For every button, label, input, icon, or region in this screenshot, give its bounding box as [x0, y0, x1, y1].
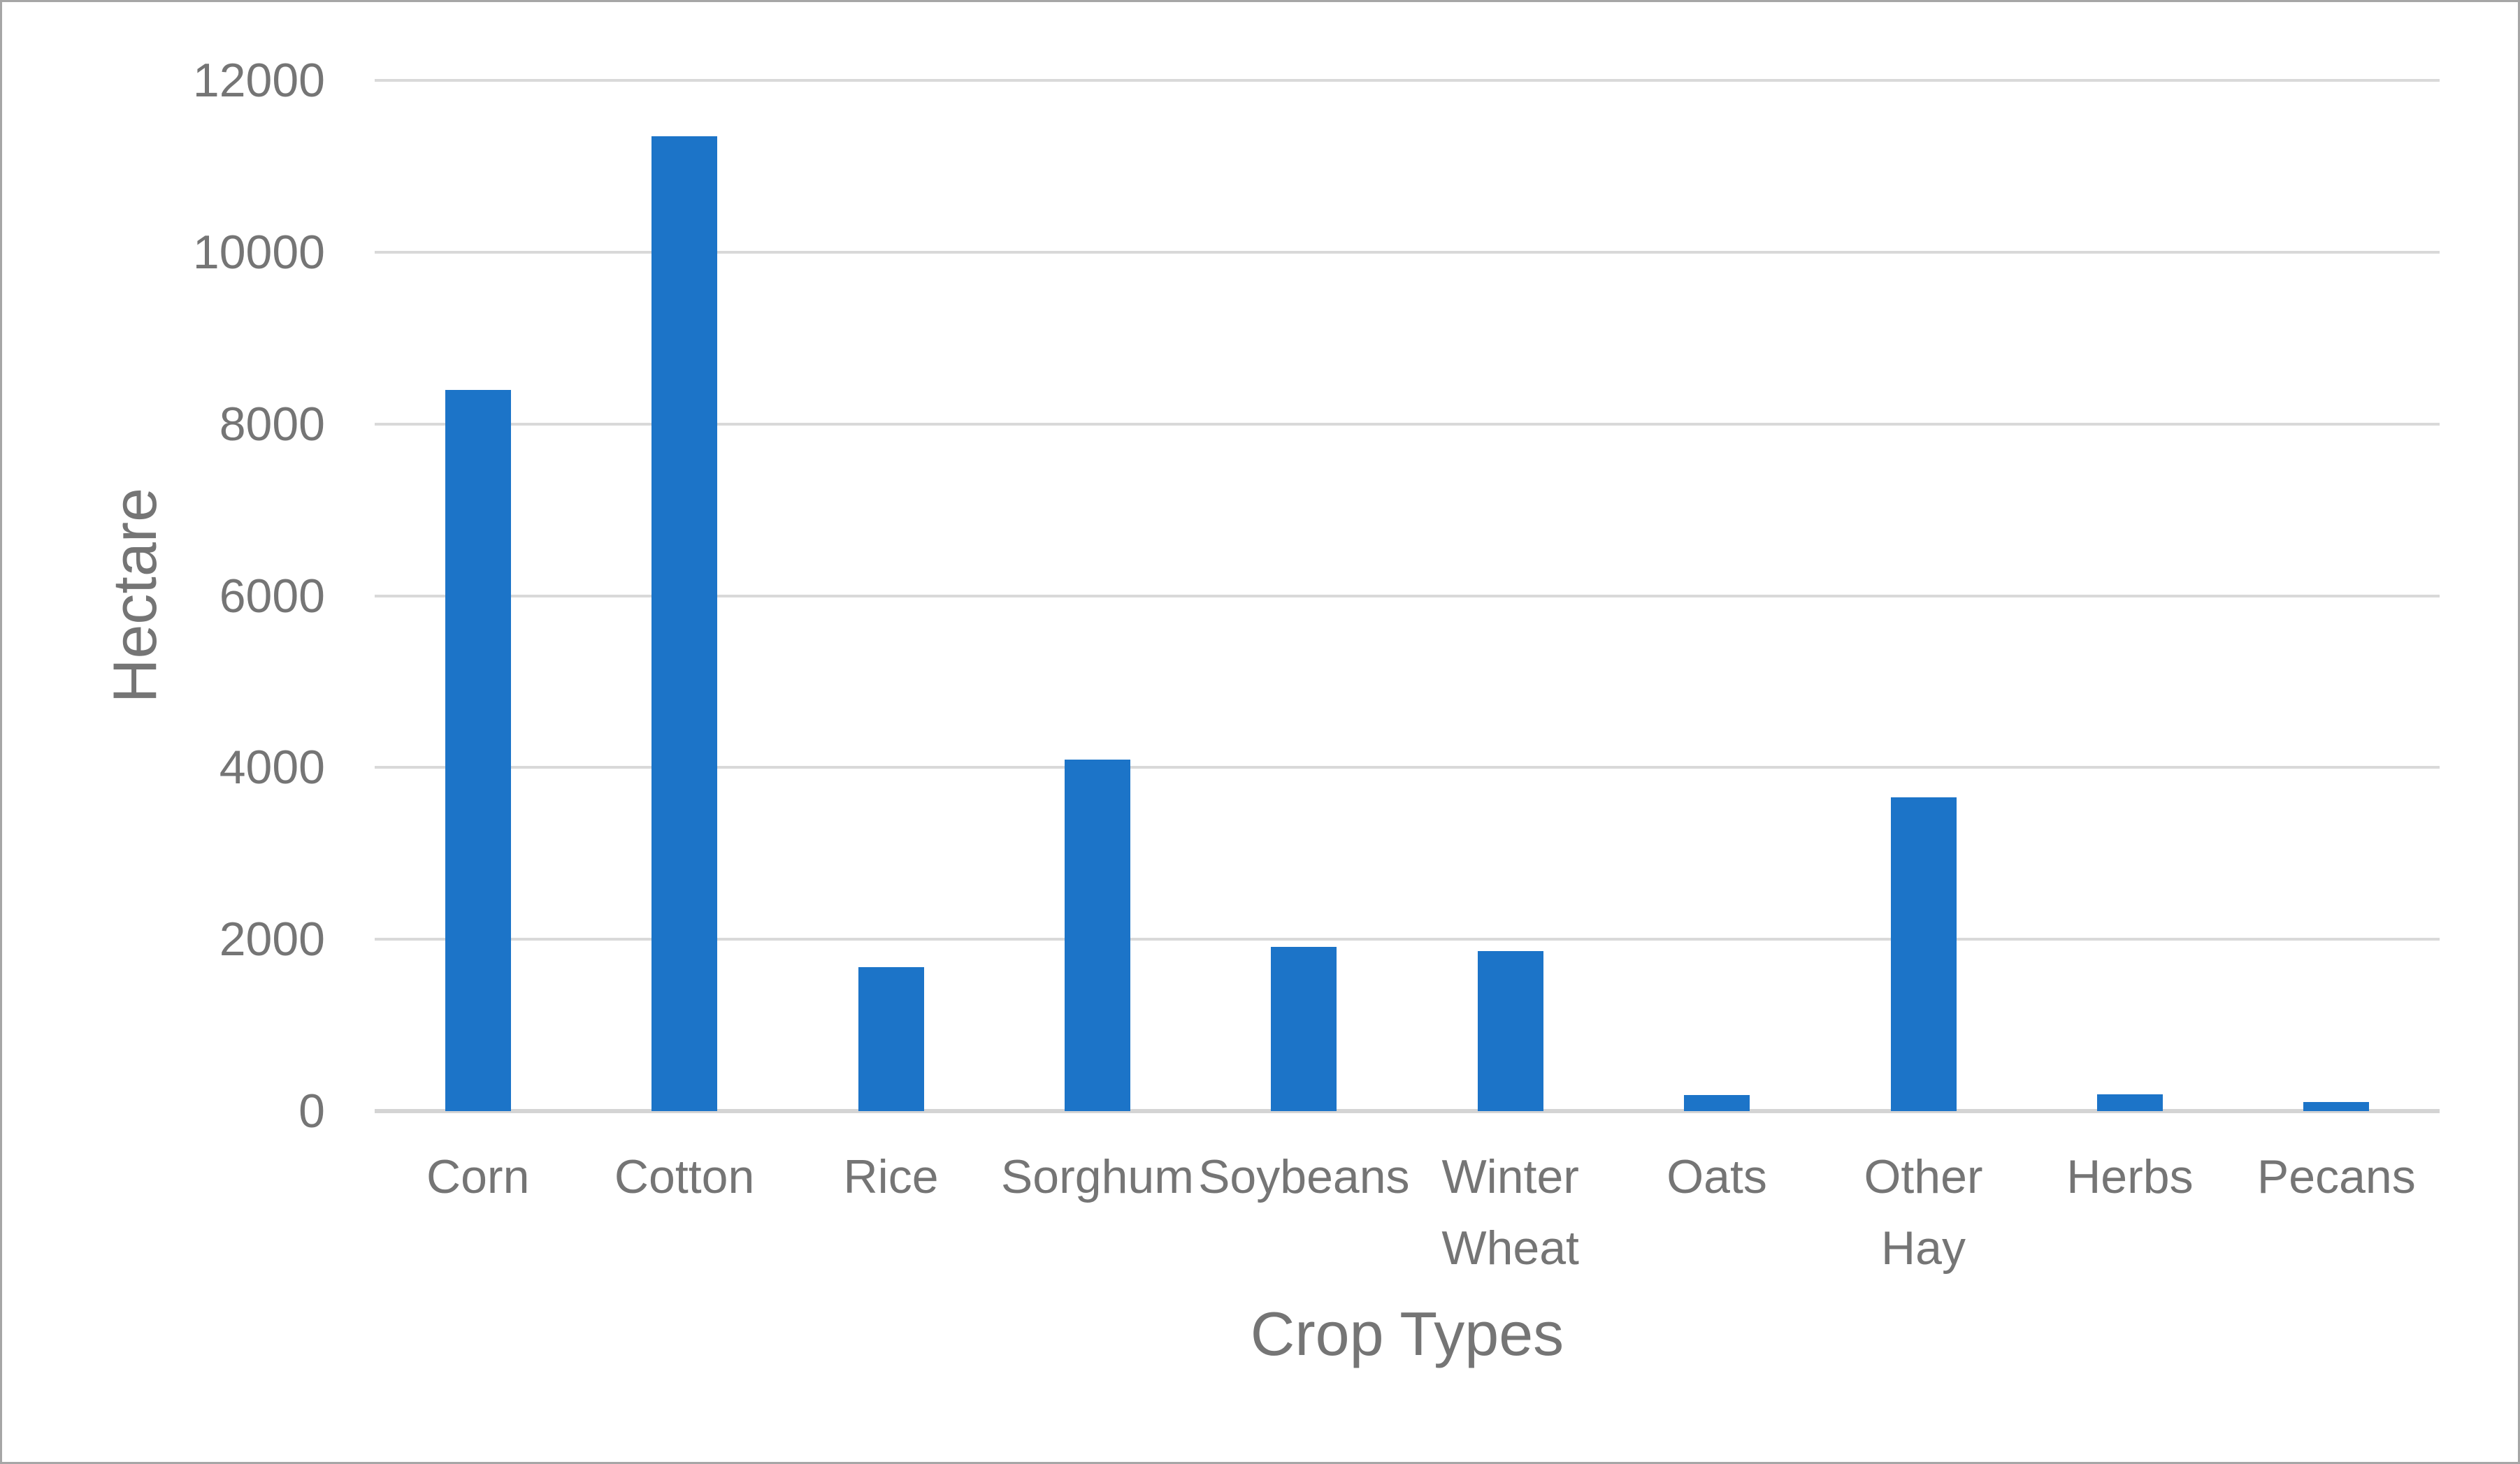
- y-tick-label: 8000: [219, 397, 325, 451]
- category-label: Pecans: [2257, 1141, 2416, 1212]
- x-axis-line: [375, 1109, 2440, 1113]
- category-label: Oats: [1666, 1141, 1767, 1212]
- category-label-line: Rice: [843, 1150, 939, 1203]
- y-tick-label: 10000: [192, 225, 325, 279]
- bar-sorghum: [1064, 760, 1130, 1111]
- bar-other-hay: [1890, 797, 1957, 1111]
- category-label-line: Hay: [1881, 1222, 1966, 1275]
- category-label-line: Corn: [426, 1150, 530, 1203]
- y-tick-label: 4000: [219, 741, 325, 795]
- bar-winter-wheat: [1477, 951, 1543, 1111]
- y-gridline: [375, 422, 2440, 426]
- y-gridline: [375, 594, 2440, 597]
- x-axis-title: Crop Types: [1250, 1299, 1564, 1368]
- category-label: Corn: [426, 1141, 529, 1212]
- y-tick-label: 2000: [219, 913, 325, 966]
- bar-corn: [445, 389, 511, 1111]
- y-gridline: [375, 79, 2440, 82]
- y-axis-title: Hectare: [100, 487, 169, 704]
- y-tick-label: 0: [298, 1085, 325, 1138]
- category-label-line: Oats: [1666, 1150, 1767, 1203]
- category-label: Winter Wheat: [1441, 1141, 1579, 1284]
- category-label: Other Hay: [1864, 1141, 1982, 1284]
- y-gridline: [375, 250, 2440, 254]
- bar-oats: [1684, 1095, 1750, 1111]
- bar-soybeans: [1271, 947, 1337, 1111]
- category-label-line: Winter: [1441, 1150, 1579, 1203]
- bar-cotton: [651, 136, 718, 1111]
- y-tick-label: 12000: [192, 54, 325, 107]
- category-label: Soybeans: [1198, 1141, 1409, 1212]
- y-tick-label: 6000: [219, 569, 325, 623]
- bar-rice: [858, 966, 924, 1111]
- y-gridline: [375, 766, 2440, 769]
- category-label-line: Pecans: [2256, 1150, 2416, 1203]
- category-label-line: Cotton: [614, 1150, 755, 1203]
- plot-area: 0 2000 4000 6000 8000 10000 12000: [193, 57, 2440, 1135]
- category-label-line: Wheat: [1441, 1222, 1579, 1275]
- category-label-line: Herbs: [2066, 1150, 2194, 1203]
- category-label-line: Other: [1864, 1150, 1983, 1203]
- bar-herbs: [2096, 1094, 2163, 1111]
- category-label: Cotton: [614, 1141, 754, 1212]
- y-gridline: [375, 938, 2440, 941]
- bar-pecans: [2303, 1102, 2370, 1111]
- category-label: Sorghum: [1001, 1141, 1194, 1212]
- category-label-line: Soybeans: [1198, 1150, 1410, 1203]
- category-label: Herbs: [2066, 1141, 2193, 1212]
- category-label-line: Sorghum: [1000, 1150, 1194, 1203]
- category-label: Rice: [843, 1141, 938, 1212]
